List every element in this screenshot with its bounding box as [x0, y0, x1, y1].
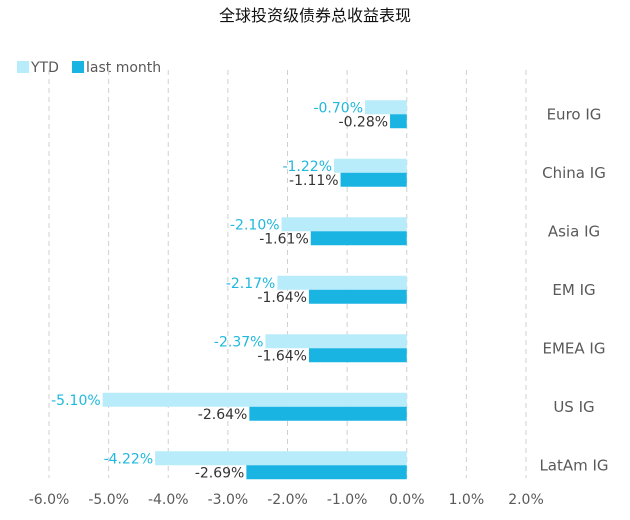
bars	[102, 100, 407, 480]
bar-ytd	[281, 217, 407, 232]
legend-swatch-last-month	[72, 61, 84, 73]
legend-label-ytd: YTD	[30, 60, 59, 76]
bar-ytd	[365, 100, 407, 115]
x-tick-label: -3.0%	[208, 492, 249, 508]
data-label-last-month: -1.64%	[257, 290, 307, 306]
data-label-last-month: -1.61%	[259, 231, 309, 247]
legend: YTD last month	[17, 60, 161, 76]
bar-last-month	[310, 231, 407, 246]
data-label-ytd: -1.22%	[282, 159, 332, 175]
category-label: China IG	[542, 164, 606, 182]
x-tick-label: -6.0%	[29, 492, 70, 508]
legend-label-last-month: last month	[86, 60, 161, 76]
bar-ytd	[334, 158, 407, 173]
data-label-last-month: -0.28%	[339, 114, 389, 130]
category-label: LatAm IG	[539, 456, 608, 474]
data-label-ytd: -2.17%	[226, 276, 276, 292]
data-label-ytd: -5.10%	[51, 393, 101, 409]
x-tick-label: -1.0%	[327, 492, 368, 508]
data-label-ytd: -2.10%	[230, 217, 280, 233]
bar-ytd	[265, 334, 407, 349]
data-label-last-month: -2.64%	[198, 407, 248, 423]
data-label-ytd: -2.37%	[214, 334, 264, 350]
bar-last-month	[390, 114, 407, 129]
category-label: EM IG	[552, 281, 595, 299]
bar-ytd	[155, 451, 407, 466]
x-tick-label: 1.0%	[449, 492, 485, 508]
x-tick-label: -5.0%	[88, 492, 129, 508]
bar-last-month	[246, 465, 407, 480]
data-label-last-month: -2.69%	[195, 465, 245, 481]
category-label: Asia IG	[548, 222, 600, 240]
category-labels: Euro IG China IG Asia IG EM IG EMEA IG US IG L…	[539, 105, 608, 474]
category-label: Euro IG	[547, 105, 602, 123]
bar-last-month	[308, 289, 407, 304]
data-label-last-month: -1.64%	[257, 348, 307, 364]
data-label-ytd: -0.70%	[313, 100, 363, 116]
x-tick-label: -4.0%	[148, 492, 189, 508]
chart-title: 全球投资级债券总收益表现	[219, 6, 411, 25]
bar-last-month	[308, 348, 407, 363]
data-label-ytd: -4.22%	[104, 451, 154, 467]
category-label: EMEA IG	[543, 339, 606, 357]
bar-ytd	[102, 392, 407, 407]
x-tick-label: 0.0%	[389, 492, 425, 508]
bar-ytd	[277, 275, 407, 290]
x-axis-tick-labels: -6.0% -5.0% -4.0% -3.0% -2.0% -1.0% 0.0% 1.0% 2.…	[29, 492, 544, 508]
gridlines	[48, 70, 527, 478]
category-label: US IG	[553, 398, 594, 416]
data-label-last-month: -1.11%	[289, 173, 339, 189]
legend-swatch-ytd	[17, 61, 29, 73]
bar-last-month	[249, 406, 407, 421]
x-tick-label: -2.0%	[267, 492, 308, 508]
data-labels: -0.70%-0.28% -1.22%-1.11% -2.10%-1.61% -2.1…	[51, 100, 388, 481]
bar-last-month	[340, 172, 407, 187]
x-tick-label: 2.0%	[508, 492, 544, 508]
